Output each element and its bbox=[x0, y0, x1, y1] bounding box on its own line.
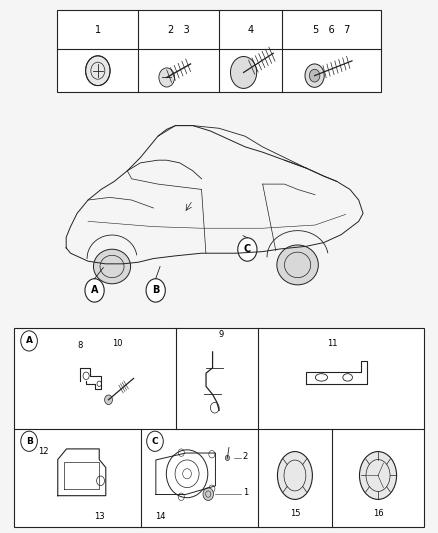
Text: 13: 13 bbox=[94, 512, 105, 521]
Bar bbox=[14, 328, 424, 527]
Text: 2   3: 2 3 bbox=[168, 25, 190, 35]
Ellipse shape bbox=[277, 245, 318, 285]
Text: 4: 4 bbox=[247, 25, 254, 35]
Ellipse shape bbox=[277, 451, 312, 499]
Ellipse shape bbox=[360, 451, 396, 499]
Circle shape bbox=[105, 395, 113, 405]
Text: 5   6   7: 5 6 7 bbox=[313, 25, 350, 35]
Bar bbox=[57, 10, 381, 92]
Circle shape bbox=[85, 279, 104, 302]
Text: 16: 16 bbox=[373, 509, 383, 518]
Text: 14: 14 bbox=[155, 512, 166, 521]
Text: 12: 12 bbox=[38, 447, 48, 456]
Circle shape bbox=[85, 56, 110, 86]
Text: 8: 8 bbox=[77, 341, 82, 350]
Ellipse shape bbox=[93, 249, 131, 284]
Circle shape bbox=[21, 431, 37, 451]
Text: 2: 2 bbox=[243, 452, 248, 461]
Text: 11: 11 bbox=[327, 339, 338, 348]
Circle shape bbox=[238, 238, 257, 261]
Circle shape bbox=[146, 279, 165, 302]
Text: 1: 1 bbox=[243, 488, 248, 497]
Circle shape bbox=[147, 431, 163, 451]
Circle shape bbox=[305, 64, 324, 87]
Circle shape bbox=[203, 488, 213, 500]
Circle shape bbox=[21, 331, 37, 351]
Text: A: A bbox=[91, 286, 98, 295]
Text: 10: 10 bbox=[112, 339, 123, 348]
Text: B: B bbox=[152, 286, 159, 295]
Text: 15: 15 bbox=[290, 509, 300, 518]
Circle shape bbox=[230, 56, 257, 88]
Text: A: A bbox=[25, 336, 32, 345]
Text: 1: 1 bbox=[95, 25, 101, 35]
Text: 9: 9 bbox=[219, 330, 224, 339]
Circle shape bbox=[159, 68, 175, 87]
Circle shape bbox=[309, 69, 320, 82]
Text: C: C bbox=[152, 437, 158, 446]
Circle shape bbox=[225, 455, 230, 461]
Text: B: B bbox=[26, 437, 32, 446]
Text: C: C bbox=[244, 245, 251, 254]
